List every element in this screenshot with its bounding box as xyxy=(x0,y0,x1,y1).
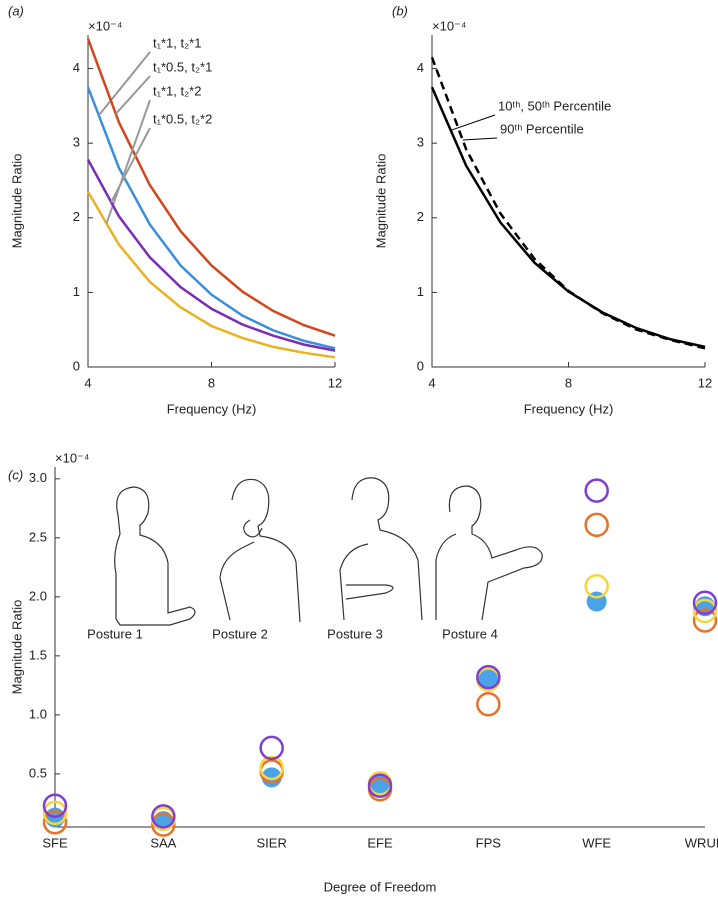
x-axis-title: Frequency (Hz) xyxy=(167,401,257,416)
marker xyxy=(151,804,176,829)
x-tick-label: 8 xyxy=(565,375,572,390)
marker xyxy=(584,512,609,538)
marker xyxy=(476,664,501,690)
y-tick-label: 2.0 xyxy=(29,588,47,603)
y-tick-label: 2 xyxy=(417,209,424,224)
leader-line xyxy=(110,127,151,203)
leader-line xyxy=(115,75,151,115)
silhouettes xyxy=(114,477,543,626)
silhouette xyxy=(114,486,196,626)
marker xyxy=(259,755,284,781)
legend-label: t₁*1, t₂*1 xyxy=(153,35,201,50)
y-tick-label: 3.0 xyxy=(29,470,47,485)
y-tick-label: 0.5 xyxy=(29,765,47,780)
y-tick-label: 3 xyxy=(417,135,424,150)
x-tick-label: SFE xyxy=(42,835,68,850)
marker xyxy=(478,668,499,689)
marker xyxy=(692,590,718,615)
legend-label: t₁*0.5, t₂*2 xyxy=(153,111,212,126)
y-tick-label: 0 xyxy=(417,358,424,373)
line-series xyxy=(86,86,336,350)
panel-label: (b) xyxy=(392,3,408,18)
line-series xyxy=(86,191,336,359)
x-tick-label: 4 xyxy=(84,375,91,390)
y-multiplier: ×10⁻⁴ xyxy=(88,18,123,33)
line-series xyxy=(430,56,706,350)
x-tick-label: FPS xyxy=(476,835,502,850)
y-tick-label: 2.5 xyxy=(29,529,47,544)
x-tick-label: 12 xyxy=(328,375,342,390)
y-tick-label: 4 xyxy=(73,60,80,75)
marker xyxy=(367,773,393,798)
x-tick-label: 12 xyxy=(698,375,712,390)
legend-label: t₁*0.5, t₂*1 xyxy=(153,59,212,74)
x-tick-label: WRUD xyxy=(685,835,718,850)
legend-label: Posture 4 xyxy=(442,626,498,641)
y-tick-label: 1.0 xyxy=(29,706,47,721)
legend-label: Posture 2 xyxy=(212,626,268,641)
y-axis-title: Magnitude Ratio xyxy=(9,600,24,695)
legend-label: t₁*1, t₂*2 xyxy=(153,83,201,98)
leader-line xyxy=(462,137,498,141)
marker xyxy=(42,800,68,826)
legend-label: 10ᵗʰ, 50ᵗʰ Percentile xyxy=(498,98,611,113)
silhouette xyxy=(435,485,543,621)
panel-label: (c) xyxy=(8,467,23,482)
marker xyxy=(584,478,609,503)
marker xyxy=(259,735,284,761)
y-tick-label: 1 xyxy=(73,284,80,299)
y-axis-title: Magnitude Ratio xyxy=(9,154,24,249)
line-series xyxy=(86,159,336,352)
x-tick-label: 4 xyxy=(428,375,435,390)
marker xyxy=(42,810,68,835)
axis-line xyxy=(87,35,335,368)
line-series xyxy=(86,38,336,337)
y-tick-label: 2 xyxy=(73,209,80,224)
marker xyxy=(692,608,718,633)
marker xyxy=(151,812,176,837)
x-tick-label: SIER xyxy=(256,835,286,850)
silhouette xyxy=(219,478,301,623)
x-tick-label: SAA xyxy=(150,835,176,850)
y-axis-title: Magnitude Ratio xyxy=(373,154,388,249)
leader-line xyxy=(105,99,151,224)
x-tick-label: EFE xyxy=(367,835,393,850)
y-tick-label: 3 xyxy=(73,135,80,150)
marker xyxy=(692,598,718,624)
legend-label: 90ᵗʰ Percentile xyxy=(500,121,584,136)
y-tick-label: 0 xyxy=(73,358,80,373)
panel-label: (a) xyxy=(8,3,24,18)
x-tick-label: WFE xyxy=(582,835,611,850)
x-axis-title: Degree of Freedom xyxy=(324,879,437,894)
x-axis-title: Frequency (Hz) xyxy=(524,401,614,416)
y-tick-label: 1 xyxy=(417,284,424,299)
y-tick-label: 1.5 xyxy=(29,647,47,662)
axis-line xyxy=(431,35,705,368)
silhouette xyxy=(339,477,423,621)
leader-line xyxy=(450,114,496,131)
legend-label: Posture 1 xyxy=(87,626,143,641)
y-multiplier: ×10⁻⁴ xyxy=(55,450,90,465)
x-tick-label: 8 xyxy=(208,375,215,390)
legend-label: Posture 3 xyxy=(327,626,383,641)
leader-line xyxy=(98,51,151,117)
marker xyxy=(476,691,501,717)
y-tick-label: 4 xyxy=(417,60,424,75)
marker xyxy=(584,573,609,599)
y-multiplier: ×10⁻⁴ xyxy=(432,18,467,33)
marker xyxy=(42,793,68,819)
